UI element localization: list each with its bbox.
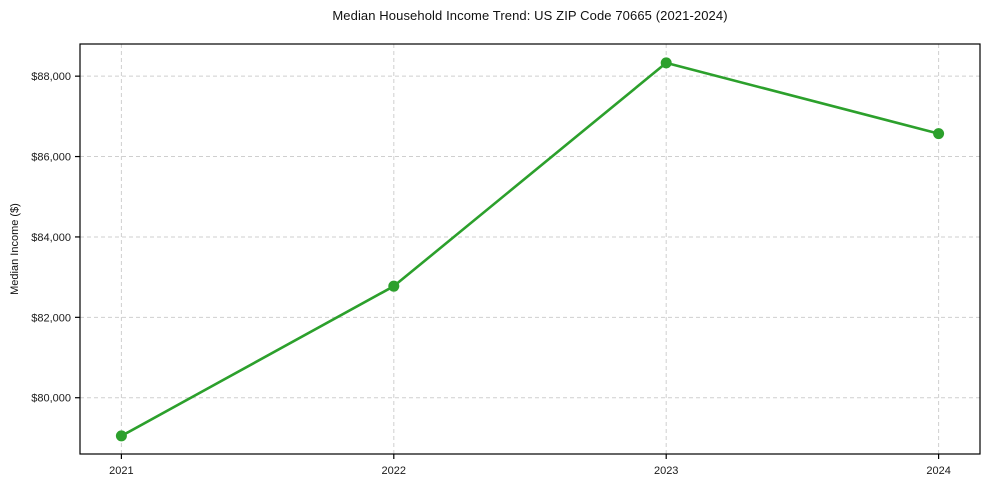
y-axis-label: Median Income ($) — [9, 203, 21, 295]
axes-frame — [79, 43, 981, 455]
y-tick-label: $84,000 — [31, 232, 71, 244]
data-point-marker — [660, 57, 672, 69]
x-tick-label: 2024 — [926, 465, 950, 477]
chart-title: Median Household Income Trend: US ZIP Co… — [332, 8, 728, 23]
x-tick-label: 2022 — [382, 465, 406, 477]
y-tick-label: $80,000 — [31, 393, 71, 405]
data-point-marker — [115, 430, 127, 442]
y-tick-label: $86,000 — [31, 152, 71, 164]
x-tick-label: 2023 — [654, 465, 678, 477]
y-tick-label: $88,000 — [31, 71, 71, 83]
trend-line — [120, 61, 940, 438]
y-tick-label: $82,000 — [31, 312, 71, 324]
x-tick-label: 2021 — [109, 465, 133, 477]
data-point-marker — [933, 128, 945, 140]
data-point-marker — [388, 280, 400, 292]
